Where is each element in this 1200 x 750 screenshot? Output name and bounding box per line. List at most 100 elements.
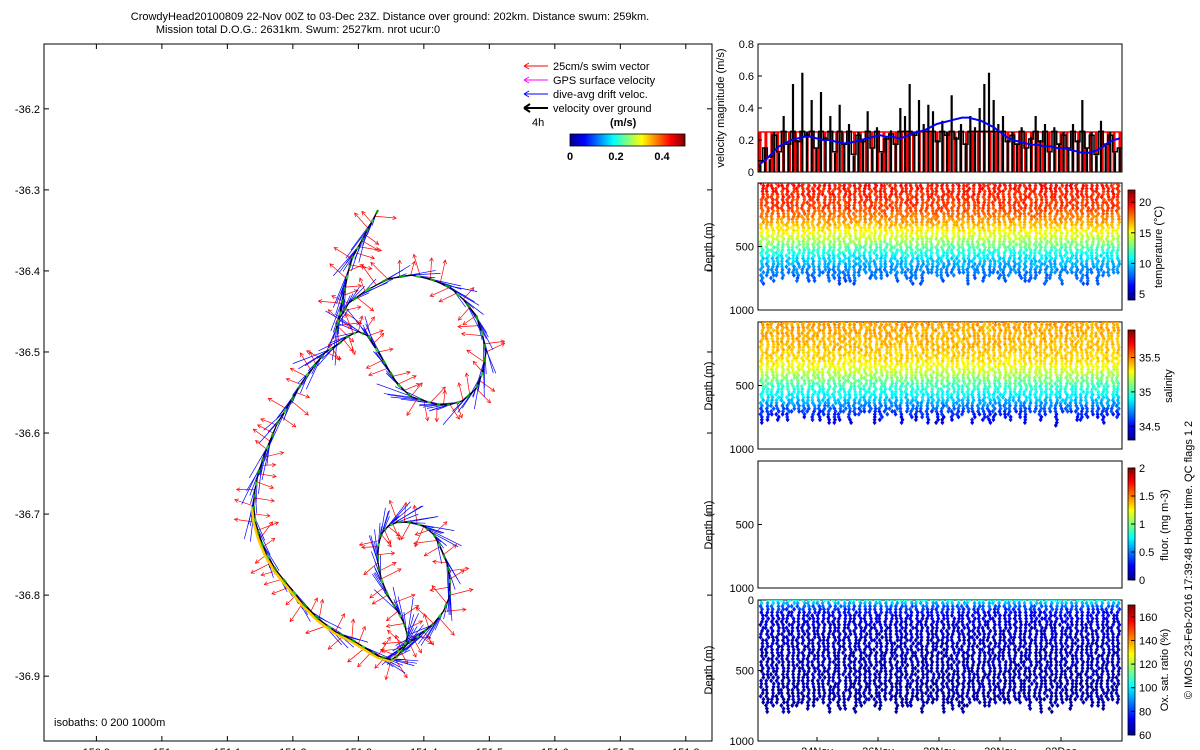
- profile-sample: [1060, 183, 1065, 189]
- profile-sample: [976, 253, 980, 259]
- profile-sample: [769, 358, 774, 364]
- profile-sample: [758, 378, 763, 384]
- profile-sample: [942, 191, 947, 197]
- temperature-ylabel: Depth (m): [703, 223, 715, 272]
- swim-vector: [250, 562, 272, 574]
- profile-sample: [1032, 242, 1037, 247]
- swim-vector-head: [388, 499, 393, 505]
- profile-sample: [878, 261, 883, 267]
- profile-sample: [931, 369, 936, 375]
- profile-sample: [1013, 269, 1018, 275]
- profile-sample: [1006, 244, 1011, 250]
- profile-sample: [898, 406, 903, 412]
- profile-sample: [899, 269, 904, 275]
- swim-vector-head: [285, 377, 291, 383]
- profile-sample: [791, 222, 796, 228]
- profile-sample: [785, 258, 789, 264]
- profile-sample: [947, 325, 951, 331]
- profile-sample: [776, 408, 781, 414]
- profile-sample: [805, 392, 810, 398]
- profile-sample: [791, 344, 796, 350]
- profile-sample: [1073, 230, 1078, 236]
- profile-sample: [761, 216, 766, 222]
- swim-vector-head: [361, 625, 366, 631]
- profile-sample: [1019, 233, 1024, 239]
- profile-sample: [789, 378, 794, 384]
- profile-sample: [815, 247, 820, 253]
- track-segment: [360, 236, 365, 242]
- profile-sample: [887, 197, 892, 203]
- profile-sample: [934, 230, 939, 236]
- profile-sample: [942, 202, 947, 208]
- swim-vector-head: [442, 389, 447, 395]
- profile-sample: [924, 333, 929, 339]
- profile-sample: [812, 269, 817, 275]
- profile-sample: [980, 364, 985, 370]
- profile-sample: [1014, 242, 1019, 247]
- profile-sample: [858, 208, 863, 214]
- track-segment: [345, 334, 350, 339]
- profile-sample: [841, 258, 846, 264]
- profile-sample: [1094, 255, 1099, 261]
- profile-sample: [1084, 186, 1089, 192]
- profile-sample: [976, 269, 981, 275]
- profile-sample: [867, 264, 872, 270]
- profile-sample: [776, 394, 781, 400]
- profile-sample: [851, 336, 856, 342]
- profile-sample: [1037, 258, 1042, 264]
- profile-sample: [936, 322, 941, 328]
- profile-sample: [827, 417, 832, 423]
- track-segment: [475, 315, 479, 321]
- profile-sample: [1027, 194, 1031, 200]
- colorbar-tick-label: 10: [1139, 258, 1151, 270]
- profile-sample: [1060, 281, 1065, 287]
- swim-vector-head: [356, 305, 362, 310]
- swim-vector-head: [434, 417, 440, 423]
- profile-sample: [1114, 183, 1119, 186]
- profile-sample: [1033, 225, 1038, 231]
- profile-sample: [838, 222, 843, 228]
- profile-sample: [981, 253, 986, 259]
- profile-sample: [916, 258, 920, 264]
- profile-sample: [851, 239, 856, 245]
- profile-sample: [832, 228, 837, 233]
- profile-sample: [857, 272, 861, 278]
- profile-sample: [888, 333, 893, 339]
- profile-sample: [895, 239, 900, 245]
- profile-sample: [815, 336, 820, 342]
- profile-sample: [857, 330, 862, 336]
- swim-vector-head: [369, 307, 375, 312]
- profile-sample: [899, 411, 904, 417]
- profile-sample: [795, 236, 799, 242]
- profile-sample: [810, 394, 815, 400]
- track-segment: [364, 287, 372, 293]
- profile-sample: [1029, 261, 1034, 267]
- profile-sample: [960, 411, 964, 417]
- profile-sample: [890, 389, 895, 395]
- profile-sample: [1008, 242, 1013, 247]
- swim-vector-head: [370, 261, 375, 267]
- profile-sample: [790, 242, 795, 247]
- profile-sample: [919, 355, 924, 361]
- track-segment: [396, 383, 402, 389]
- profile-sample: [977, 350, 982, 356]
- swim-vector: [356, 296, 374, 312]
- profile-sample: [1109, 253, 1114, 259]
- profile-sample: [812, 358, 817, 364]
- profile-sample: [1091, 225, 1096, 231]
- profile-sample: [844, 330, 848, 336]
- profile-sample: [769, 219, 774, 225]
- profile-sample: [1029, 188, 1034, 194]
- profile-sample: [947, 381, 952, 386]
- profile-sample: [805, 325, 810, 331]
- profile-sample: [997, 225, 1002, 231]
- profile-sample: [797, 264, 802, 270]
- swim-vector-head: [380, 648, 386, 653]
- profile-sample: [867, 400, 872, 406]
- profile-sample: [858, 214, 863, 219]
- profile-sample: [1105, 261, 1110, 267]
- drift-vector: [436, 540, 443, 564]
- profile-sample: [905, 197, 910, 203]
- map-axes-frame: [43, 43, 713, 742]
- track-segment: [389, 371, 394, 377]
